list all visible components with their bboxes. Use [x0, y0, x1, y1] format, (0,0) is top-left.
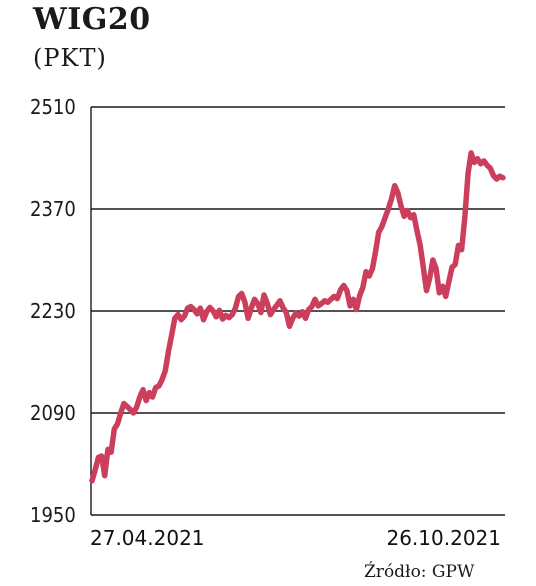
series-line: [89, 150, 506, 484]
y-tick-label: 2510: [30, 95, 76, 119]
x-tick-label: 26.10.2021: [386, 526, 501, 550]
source-note: Źródło: GPW: [364, 562, 475, 582]
y-tick-label: 2090: [30, 401, 76, 425]
y-tick-label: 2370: [30, 197, 76, 221]
y-tick-label: 1950: [30, 503, 76, 527]
x-tick-label: 27.04.2021: [90, 526, 205, 550]
y-tick-label: 2230: [30, 299, 76, 323]
chart-subtitle: (PKT): [33, 44, 107, 72]
chart-title: WIG20: [33, 2, 151, 37]
